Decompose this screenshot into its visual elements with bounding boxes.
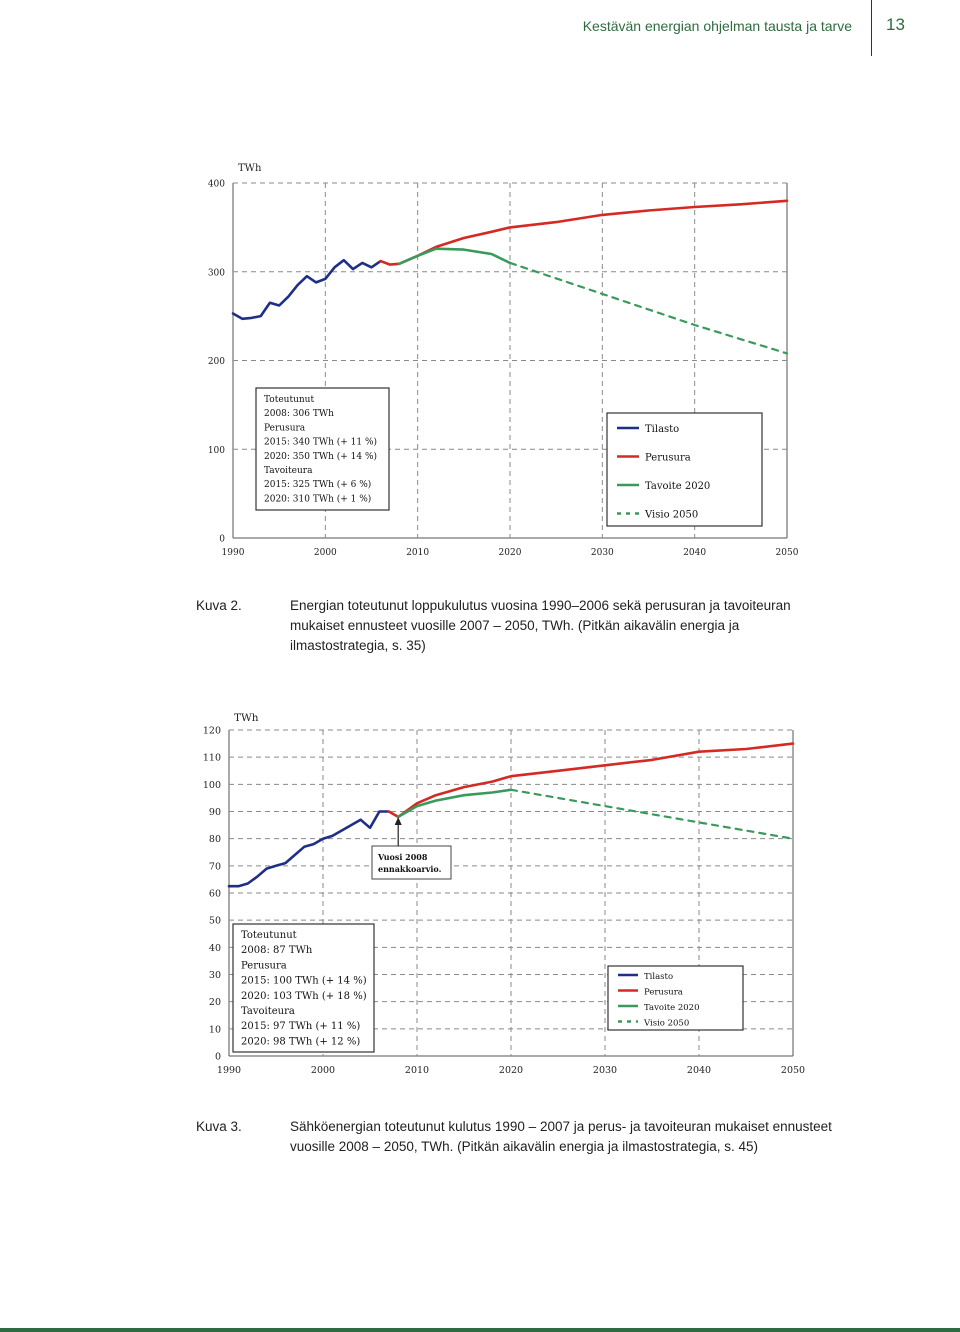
y-tick-label: 100 bbox=[208, 446, 225, 456]
info-box bbox=[255, 387, 390, 511]
info-box-line: 2015: 97 TWh (+ 11 %) bbox=[241, 1021, 360, 1032]
y-tick-label: 60 bbox=[209, 889, 221, 900]
info-box-line: 2015: 100 TWh (+ 14 %) bbox=[241, 976, 367, 987]
y-tick-label: 90 bbox=[209, 807, 221, 818]
info-box-line: 2015: 325 TWh (+ 6 %) bbox=[264, 479, 371, 490]
x-tick-label: 2010 bbox=[405, 1065, 429, 1076]
x-tick-label: 2020 bbox=[499, 548, 522, 558]
legend-label: Tilasto bbox=[645, 424, 679, 435]
y-tick-label: 80 bbox=[209, 834, 221, 845]
info-box-line: 2020: 103 TWh (+ 18 %) bbox=[241, 991, 367, 1002]
legend-label: Perusura bbox=[645, 453, 691, 464]
x-tick-label: 1990 bbox=[222, 548, 245, 558]
y-tick-label: 110 bbox=[203, 753, 221, 764]
series-line-visio-2050 bbox=[508, 261, 789, 355]
x-tick-label: 2050 bbox=[781, 1065, 805, 1076]
running-head: Kestävän energian ohjelman tausta ja tar… bbox=[582, 18, 852, 34]
info-box-line: 2015: 340 TWh (+ 11 %) bbox=[264, 437, 377, 448]
legend-label: Tilasto bbox=[644, 972, 673, 982]
y-tick-label: 0 bbox=[215, 1052, 221, 1063]
figure-caption-3: Kuva 3. Sähköenergian toteutunut kulutus… bbox=[196, 1117, 836, 1157]
series-line-tavoite-2020 bbox=[396, 788, 513, 819]
figure-caption-text: Sähköenergian toteutunut kulutus 1990 – … bbox=[290, 1119, 832, 1154]
info-box-line: Toteutunut bbox=[264, 395, 314, 405]
legend-label: Tavoite 2020 bbox=[644, 1003, 700, 1013]
x-tick-label: 1990 bbox=[217, 1065, 241, 1076]
unit-label: TWh bbox=[238, 163, 262, 174]
series-line-tilasto bbox=[227, 810, 391, 888]
y-tick-label: 100 bbox=[203, 780, 221, 791]
info-box-line: Tavoiteura bbox=[264, 466, 313, 476]
info-box-line: 2020: 98 TWh (+ 12 %) bbox=[241, 1036, 360, 1047]
series-line-tilasto bbox=[231, 258, 383, 321]
legend-box bbox=[606, 412, 763, 527]
figure-caption-2: Kuva 2. Energian toteutunut loppukulutus… bbox=[196, 596, 836, 656]
y-tick-label: 400 bbox=[208, 180, 225, 190]
info-box-line: Toteutunut bbox=[241, 930, 297, 941]
annotation-arrowhead bbox=[394, 817, 402, 825]
info-box-line: 2020: 350 TWh (+ 14 %) bbox=[264, 451, 377, 462]
legend-label: Visio 2050 bbox=[643, 1019, 689, 1029]
y-tick-label: 0 bbox=[219, 535, 225, 545]
y-tick-label: 10 bbox=[209, 1024, 221, 1035]
unit-label: TWh bbox=[234, 712, 259, 724]
figure-caption-text: Energian toteutunut loppukulutus vuosina… bbox=[290, 598, 791, 653]
x-tick-label: 2000 bbox=[311, 1065, 335, 1076]
annotation-box bbox=[371, 845, 452, 880]
info-box bbox=[232, 923, 375, 1053]
x-tick-label: 2010 bbox=[406, 548, 429, 558]
legend-box bbox=[607, 965, 744, 1031]
y-tick-label: 40 bbox=[209, 943, 221, 954]
x-tick-label: 2040 bbox=[687, 1065, 711, 1076]
y-tick-label: 200 bbox=[208, 357, 225, 367]
info-box-line: 2008: 87 TWh bbox=[241, 945, 313, 956]
info-box-line: Tavoiteura bbox=[241, 1006, 295, 1017]
x-tick-label: 2000 bbox=[314, 548, 337, 558]
page-number: 13 bbox=[886, 15, 905, 34]
annotation-text: Vuosi 2008 bbox=[377, 852, 428, 862]
annotation-text: ennakkoarvio. bbox=[378, 864, 442, 874]
header-divider bbox=[871, 0, 872, 56]
series-line-tavoite-2020 bbox=[397, 247, 512, 266]
x-tick-label: 2020 bbox=[499, 1065, 523, 1076]
figure-label: Kuva 3. bbox=[196, 1119, 242, 1134]
x-tick-label: 2030 bbox=[591, 548, 614, 558]
y-tick-label: 20 bbox=[209, 997, 221, 1008]
x-tick-label: 2050 bbox=[776, 548, 799, 558]
footer-bar bbox=[0, 1328, 960, 1332]
legend-label: Perusura bbox=[644, 988, 683, 998]
legend-label: Visio 2050 bbox=[644, 510, 698, 521]
series-line-perusura bbox=[379, 199, 789, 266]
figure-label: Kuva 2. bbox=[196, 598, 242, 613]
series-line-perusura bbox=[387, 742, 795, 819]
series-line-visio-2050 bbox=[509, 788, 795, 840]
legend-label: Tavoite 2020 bbox=[645, 481, 710, 492]
info-box-line: 2020: 310 TWh (+ 1 %) bbox=[264, 493, 371, 504]
y-tick-label: 30 bbox=[209, 970, 221, 981]
y-tick-label: 50 bbox=[209, 916, 221, 927]
x-tick-label: 2040 bbox=[683, 548, 706, 558]
y-tick-label: 120 bbox=[203, 726, 221, 737]
y-tick-label: 70 bbox=[209, 861, 221, 872]
chart-final-energy: 0 100 200 300 400 1990 2000 2010 2020 2030 2040 205… bbox=[208, 163, 799, 558]
info-box-line: Perusura bbox=[241, 960, 287, 971]
y-tick-label: 300 bbox=[208, 268, 225, 278]
x-tick-label: 2030 bbox=[593, 1065, 617, 1076]
info-box-line: 2008: 306 TWh bbox=[264, 409, 334, 419]
info-box-line: Perusura bbox=[264, 423, 306, 433]
